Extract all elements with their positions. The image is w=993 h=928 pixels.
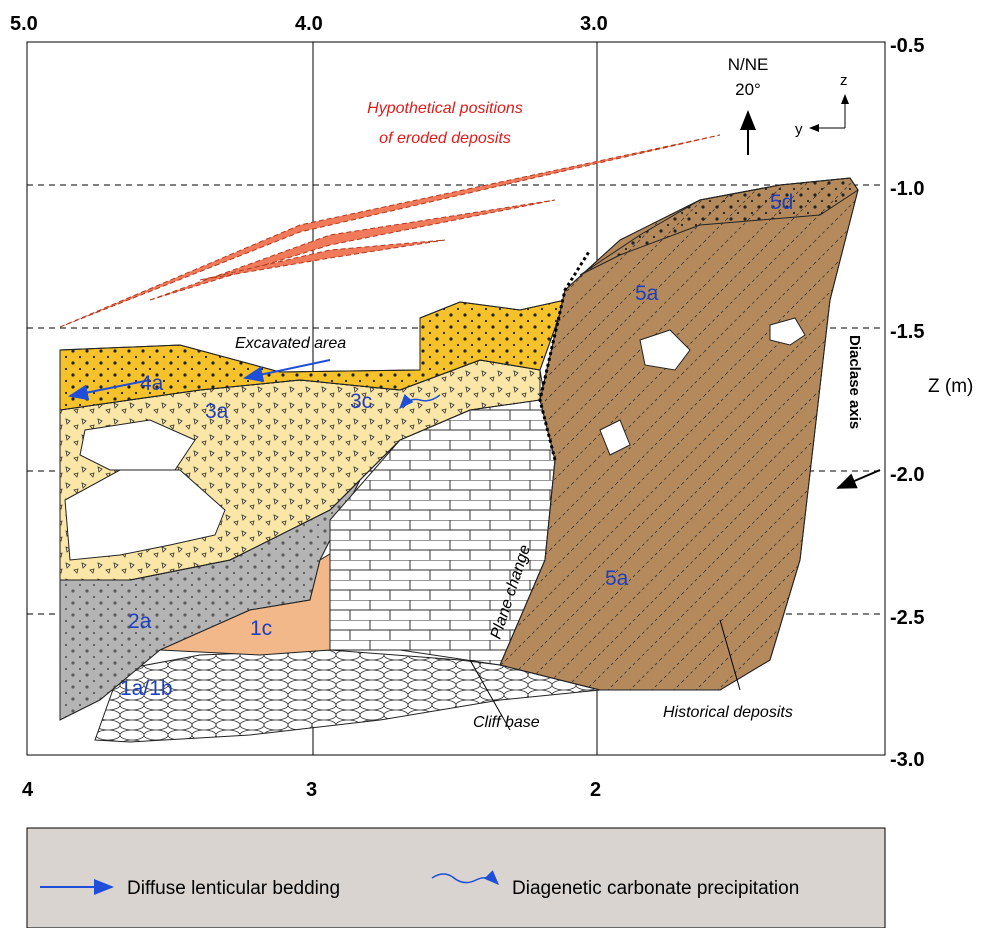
north: N/NE — [728, 55, 769, 74]
bottom-label: 2 — [590, 779, 601, 801]
legend-label: Diagenetic carbonate precipitation — [512, 878, 799, 899]
top-label: 3.0 — [580, 13, 608, 35]
bottom-label: 3 — [306, 779, 317, 801]
blocks — [64, 317, 806, 561]
hypothetical: Hypothetical positions — [367, 100, 523, 117]
right-label: -3.0 — [890, 749, 924, 771]
diaclase: Diaclase axis — [846, 335, 863, 429]
historical: Historical deposits — [663, 704, 793, 721]
excavated: Excavated area — [235, 335, 346, 352]
right-label: -1.0 — [890, 178, 924, 200]
legend-arrows-in-section — [68, 359, 441, 410]
legend: Diffuse lenticular bedding Diagenetic ca… — [26, 827, 886, 928]
layer-label: 4a — [140, 372, 164, 395]
layer-label: 3c — [350, 390, 372, 413]
right-label: -2.0 — [890, 464, 924, 486]
right-label: -1.5 — [890, 321, 924, 343]
layer-label: 1c — [250, 617, 272, 640]
layer-label: 5a — [635, 282, 659, 305]
top-label: 5.0 — [10, 13, 38, 35]
layer-label: 1a/1b — [120, 677, 173, 700]
right-label: -0.5 — [890, 35, 924, 57]
layer-label: 3a — [205, 400, 229, 423]
orientation — [469, 94, 881, 731]
layer-label: 5d — [770, 191, 793, 214]
z-label: Z (m) — [928, 376, 973, 397]
hypothetical-wedges — [59, 134, 721, 328]
y-axis: y — [795, 121, 803, 138]
angle: 20° — [735, 80, 761, 99]
top-label: 4.0 — [295, 13, 323, 35]
legend-label: Diffuse lenticular bedding — [127, 878, 340, 899]
layer-label: 5a — [605, 567, 629, 590]
cliff-base: Cliff base — [473, 714, 540, 731]
right-label: -2.5 — [890, 607, 924, 629]
layer-label: 2a — [128, 610, 152, 633]
z-axis: z — [840, 72, 848, 89]
hypothetical: of eroded deposits — [379, 130, 511, 147]
bottom-label: 4 — [22, 779, 34, 801]
